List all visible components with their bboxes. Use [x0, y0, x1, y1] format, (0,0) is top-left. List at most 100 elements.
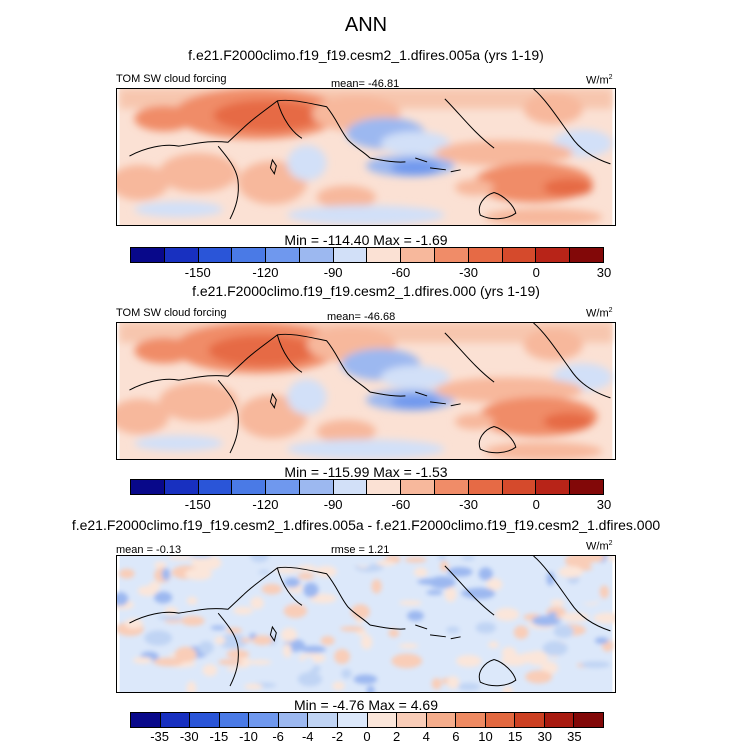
colorbar-tick-label: -35	[150, 729, 170, 744]
colorbar-swatch	[299, 248, 334, 262]
panel-2-minmax: Min = -115.99 Max = -1.53	[284, 464, 448, 480]
colorbar-tick-label: 0	[532, 265, 540, 280]
colorbar-1	[130, 247, 604, 263]
colorbar-tick-label: 0	[363, 729, 371, 744]
panel-1-title: f.e21.F2000climo.f19_f19.cesm2_1.dfires.…	[188, 47, 544, 63]
panel-3-minmax: Min = -4.76 Max = 4.69	[294, 697, 438, 713]
colorbar-tick-label: -60	[391, 497, 411, 512]
panel-1-variable: TOM SW cloud forcing	[116, 73, 227, 85]
colorbar-swatch	[468, 480, 503, 494]
colorbar-tick-label: 30	[596, 497, 612, 512]
colorbar-swatch	[131, 248, 165, 262]
colorbar-tick-label: -6	[272, 729, 284, 744]
panel-3-title: f.e21.F2000climo.f19_f19.cesm2_1.dfires.…	[71, 517, 661, 533]
panel-1-map	[116, 88, 616, 226]
colorbar-tick-label: -120	[252, 497, 279, 512]
colorbar-tick-label: 10	[478, 729, 493, 744]
colorbar-swatch	[232, 480, 267, 494]
colorbar-swatch	[468, 248, 503, 262]
panel-1-units: W/m2	[586, 74, 613, 87]
colorbar-tick-label: 0	[532, 497, 540, 512]
colorbar-swatch	[131, 713, 161, 727]
colorbar-swatch	[249, 713, 279, 727]
colorbar-tick-label: 6	[452, 729, 460, 744]
colorbar-tick-label: -90	[323, 497, 343, 512]
colorbar-swatch	[435, 248, 469, 262]
colorbar-swatch	[278, 713, 309, 727]
panel-3-map-field	[117, 556, 615, 692]
colorbar-tick-label: 15	[507, 729, 523, 744]
panel-2-title: f.e21.F2000climo.f19_f19.cesm2_1.dfires.…	[192, 283, 540, 299]
panel-3-map	[116, 555, 616, 693]
panel-2-units: W/m2	[586, 307, 613, 320]
colorbar-tick-label: 35	[567, 729, 582, 744]
colorbar-swatch	[299, 480, 334, 494]
colorbar-swatch	[266, 248, 300, 262]
colorbar-swatch	[426, 713, 457, 727]
colorbar-swatch	[308, 713, 338, 727]
colorbar-2-ticks: -150 -120 -90 -60 -30 0 30	[130, 497, 612, 513]
colorbar-swatch	[515, 713, 545, 727]
colorbar-tick-label: -4	[301, 729, 314, 744]
panel-2-mean: mean= -46.68	[327, 311, 396, 323]
colorbar-swatch	[333, 248, 368, 262]
colorbar-3-ticks: -35 -30 -15 -10 -6 -4 -2 0 2 4 6 10 15 30 35	[130, 729, 604, 745]
colorbar-tick-label: 4	[422, 729, 430, 744]
colorbar-swatch	[536, 248, 571, 262]
colorbar-tick-label: -150	[184, 497, 211, 512]
colorbar-swatch	[164, 480, 199, 494]
colorbar-swatch	[570, 480, 603, 494]
colorbar-2	[130, 479, 604, 495]
colorbar-swatch	[131, 480, 165, 494]
panel-1-map-field	[117, 89, 613, 225]
colorbar-swatch	[397, 713, 427, 727]
colorbar-tick-label: -10	[239, 729, 258, 744]
figure-title: ANN	[344, 14, 388, 36]
colorbar-tick-label: -60	[391, 265, 411, 280]
colorbar-tick-label: 30	[537, 729, 552, 744]
colorbar-tick-label: 2	[393, 729, 401, 744]
panel-2-map-field	[117, 323, 613, 459]
colorbar-tick-label: -150	[184, 265, 211, 280]
colorbar-swatch	[570, 248, 603, 262]
colorbar-1-ticks: -150 -120 -90 -60 -30 0 30	[130, 265, 612, 281]
colorbar-swatch	[190, 713, 220, 727]
colorbar-tick-label: -120	[252, 265, 279, 280]
panel-2-map	[116, 322, 616, 460]
colorbar-swatch	[160, 713, 191, 727]
panel-1-minmax: Min = -114.40 Max = -1.69	[284, 232, 448, 248]
colorbar-tick-label: -15	[209, 729, 229, 744]
colorbar-swatch	[502, 248, 537, 262]
colorbar-swatch	[574, 713, 603, 727]
colorbar-swatch	[536, 480, 571, 494]
colorbar-swatch	[435, 480, 469, 494]
panel-1-mean: mean= -46.81	[331, 78, 400, 90]
colorbar-swatch	[266, 480, 300, 494]
colorbar-swatch	[401, 480, 436, 494]
colorbar-swatch	[401, 248, 436, 262]
colorbar-swatch	[232, 248, 267, 262]
colorbar-swatch	[456, 713, 486, 727]
colorbar-tick-label: -2	[331, 729, 344, 744]
colorbar-swatch	[337, 713, 368, 727]
panel-2-variable: TOM SW cloud forcing	[116, 307, 227, 319]
panel-3-rmse: rmse = 1.21	[331, 544, 390, 556]
colorbar-3	[130, 712, 604, 728]
panel-3-mean: mean = -0.13	[116, 544, 182, 556]
colorbar-swatch	[198, 248, 233, 262]
colorbar-tick-label: -30	[459, 265, 478, 280]
colorbar-tick-label: -30	[179, 729, 199, 744]
colorbar-swatch	[367, 713, 398, 727]
colorbar-swatch	[544, 713, 575, 727]
colorbar-swatch	[367, 248, 402, 262]
colorbar-tick-label: -90	[323, 265, 343, 280]
colorbar-swatch	[367, 480, 402, 494]
colorbar-swatch	[164, 248, 199, 262]
colorbar-swatch	[485, 713, 516, 727]
colorbar-tick-label: 30	[596, 265, 612, 280]
colorbar-swatch	[198, 480, 233, 494]
colorbar-swatch	[502, 480, 537, 494]
colorbar-swatch	[219, 713, 250, 727]
colorbar-swatch	[333, 480, 368, 494]
panel-3-units: W/m2	[586, 540, 613, 553]
